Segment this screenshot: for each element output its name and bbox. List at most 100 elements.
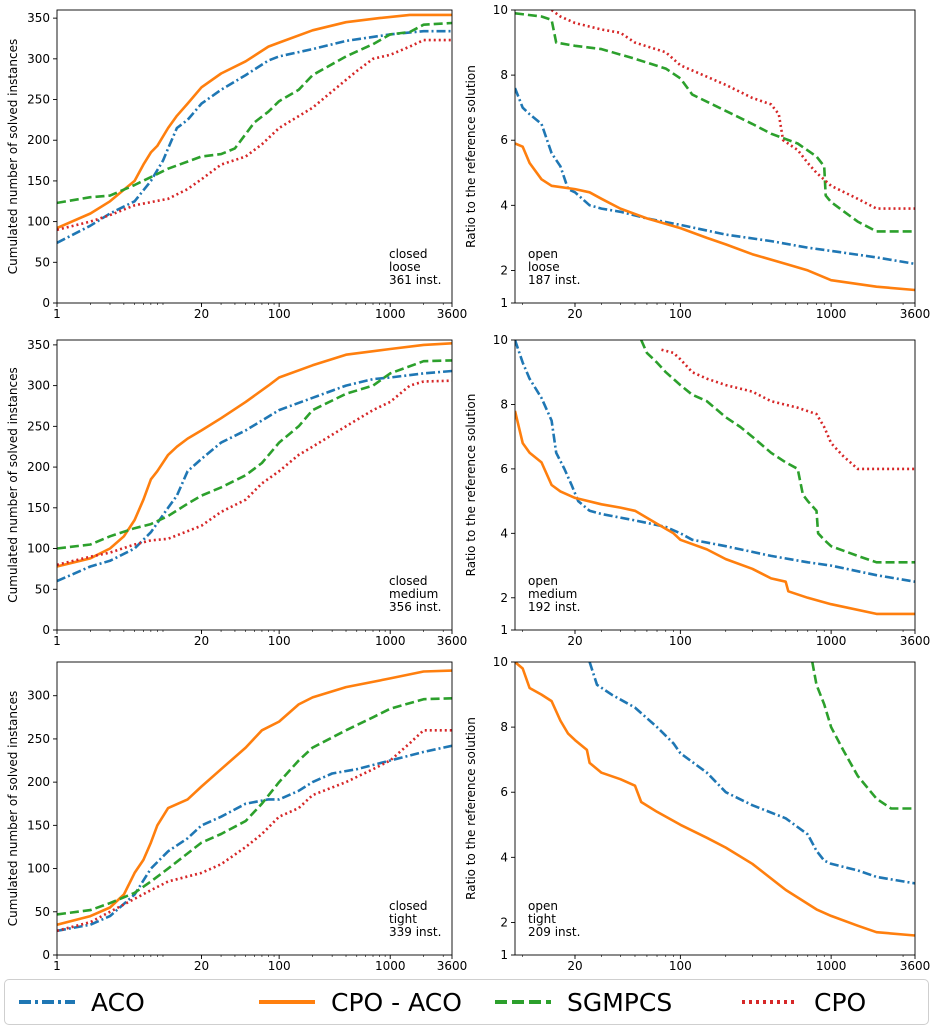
series-aco: [57, 29, 452, 244]
x-tick-label: 1000: [816, 307, 847, 321]
y-axis-label: Ratio to the reference solution: [464, 717, 478, 900]
x-tick-label: 1000: [816, 959, 847, 973]
panel-open-loose: 20 100 1000 3600 1 2 4 6 8 10 Ratio to the referen…: [464, 3, 930, 321]
series-sgmpcs: [811, 662, 915, 810]
axes-frame: [514, 339, 916, 631]
y-tick-label: 0: [42, 623, 50, 637]
legend-entries: ACO CPO - ACO SGMPCS CPO: [19, 988, 866, 1017]
y-tick-label: 2: [500, 263, 508, 277]
y-tick-label: 200: [27, 460, 50, 474]
axes-frame: [56, 339, 453, 631]
y-tick-label: 300: [27, 52, 50, 66]
y-tick-label: 100: [27, 862, 50, 876]
y-tick-label: 10: [493, 333, 508, 347]
panel-closed-medium: 1 20 100 1000 3600 0 50 100 150 200 250 300 350 Cumul…: [6, 338, 467, 648]
series-cpo-aco: [515, 662, 915, 937]
series-aco: [57, 744, 452, 933]
x-tick-label: 3600: [900, 634, 931, 648]
y-tick-label: 50: [35, 255, 50, 269]
y-tick-label: 250: [27, 732, 50, 746]
panel-annotation: closed: [389, 574, 428, 588]
legend-entry-aco: ACO: [19, 988, 145, 1017]
y-tick-label: 4: [500, 526, 508, 540]
x-tick-label: 1: [53, 307, 61, 321]
x-tick-label: 100: [268, 959, 291, 973]
axes-frame: [514, 661, 916, 956]
y-tick-label: 350: [27, 11, 50, 25]
y-tick-label: 150: [27, 501, 50, 515]
series-aco: [588, 662, 915, 885]
x-tick-label: 20: [194, 307, 209, 321]
y-tick-label: 0: [42, 296, 50, 310]
panel-closed-tight: 1 20 100 1000 3600 0 50 100 150 200 250 300 Cumulate…: [6, 661, 468, 973]
y-axis-label: Ratio to the reference solution: [464, 394, 478, 577]
x-tick-label: 100: [268, 307, 291, 321]
y-tick-label: 200: [27, 133, 50, 147]
panel-annotation: open: [528, 574, 558, 588]
y-tick-label: 100: [27, 542, 50, 556]
panel-annotation: tight: [389, 912, 417, 926]
x-tick-label: 1000: [816, 634, 847, 648]
panel-annotation: 187 inst.: [528, 273, 580, 287]
series-cpo-aco: [515, 410, 915, 616]
y-tick-label: 100: [27, 215, 50, 229]
figure: 1 20 100 1000 3600050100150200250300350Cumul…: [6, 3, 931, 973]
y-tick-label: 8: [500, 68, 508, 82]
series-sgmpcs: [515, 12, 915, 233]
series-cpo-aco: [57, 669, 452, 926]
panel-annotation: closed: [389, 899, 428, 913]
x-tick-label: 1000: [375, 959, 406, 973]
legend-label: CPO: [814, 988, 866, 1017]
series-cpo: [661, 348, 915, 471]
panel-annotation: closed: [389, 247, 428, 261]
panel-open-tight: 20 100 1000 3600 1 2 4 6 8 10 Ratio to the referen…: [464, 655, 930, 973]
series-sgmpcs: [57, 21, 452, 205]
y-tick-label: 200: [27, 775, 50, 789]
x-tick-label: 3600: [437, 307, 468, 321]
panel-annotation: open: [528, 899, 558, 913]
legend: ACO CPO - ACO SGMPCS CPO: [4, 979, 929, 1025]
y-tick-label: 2: [500, 591, 508, 605]
panel-annotation: tight: [528, 912, 556, 926]
series-aco: [515, 340, 915, 583]
panel-annotation: medium: [389, 587, 438, 601]
panel-annotation: 361 inst.: [389, 273, 441, 287]
y-tick-label: 50: [35, 905, 50, 919]
axes-frame: [514, 9, 916, 304]
panel-annotation: 356 inst.: [389, 600, 441, 614]
x-tick-label: 20: [194, 959, 209, 973]
legend-label: SGMPCS: [567, 988, 672, 1017]
x-tick-label: 100: [268, 634, 291, 648]
x-tick-label: 1000: [375, 307, 406, 321]
legend-entry-sgmpcs: SGMPCS: [495, 988, 672, 1017]
series-cpo: [550, 10, 915, 210]
y-tick-label: 1: [500, 948, 508, 962]
x-tick-label: 20: [194, 634, 209, 648]
y-tick-label: 1: [500, 623, 508, 637]
y-axis-label: Cumulated number of solved instances: [6, 39, 20, 274]
y-tick-label: 10: [493, 655, 508, 669]
y-tick-label: 4: [500, 198, 508, 212]
series-sgmpcs: [57, 359, 452, 550]
x-tick-label: 3600: [900, 959, 931, 973]
legend-entry-cpo: CPO: [742, 988, 866, 1017]
x-tick-label: 20: [567, 634, 582, 648]
x-tick-label: 20: [567, 307, 582, 321]
y-tick-label: 150: [27, 174, 50, 188]
panel-annotation: open: [528, 247, 558, 261]
axes-frame: [56, 9, 453, 304]
y-axis-label: Cumulated number of solved instances: [6, 691, 20, 926]
series-cpo-aco: [515, 142, 915, 292]
y-tick-label: 250: [27, 93, 50, 107]
x-tick-label: 3600: [437, 959, 468, 973]
x-tick-label: 1: [53, 634, 61, 648]
y-tick-label: 150: [27, 818, 50, 832]
x-tick-label: 3600: [900, 307, 931, 321]
series-aco: [57, 369, 452, 583]
y-tick-label: 8: [500, 397, 508, 411]
series-cpo: [57, 379, 452, 567]
legend-label: CPO - ACO: [331, 988, 462, 1017]
panel-annotation: 192 inst.: [528, 600, 580, 614]
y-tick-label: 10: [493, 3, 508, 17]
series-aco: [515, 87, 915, 266]
